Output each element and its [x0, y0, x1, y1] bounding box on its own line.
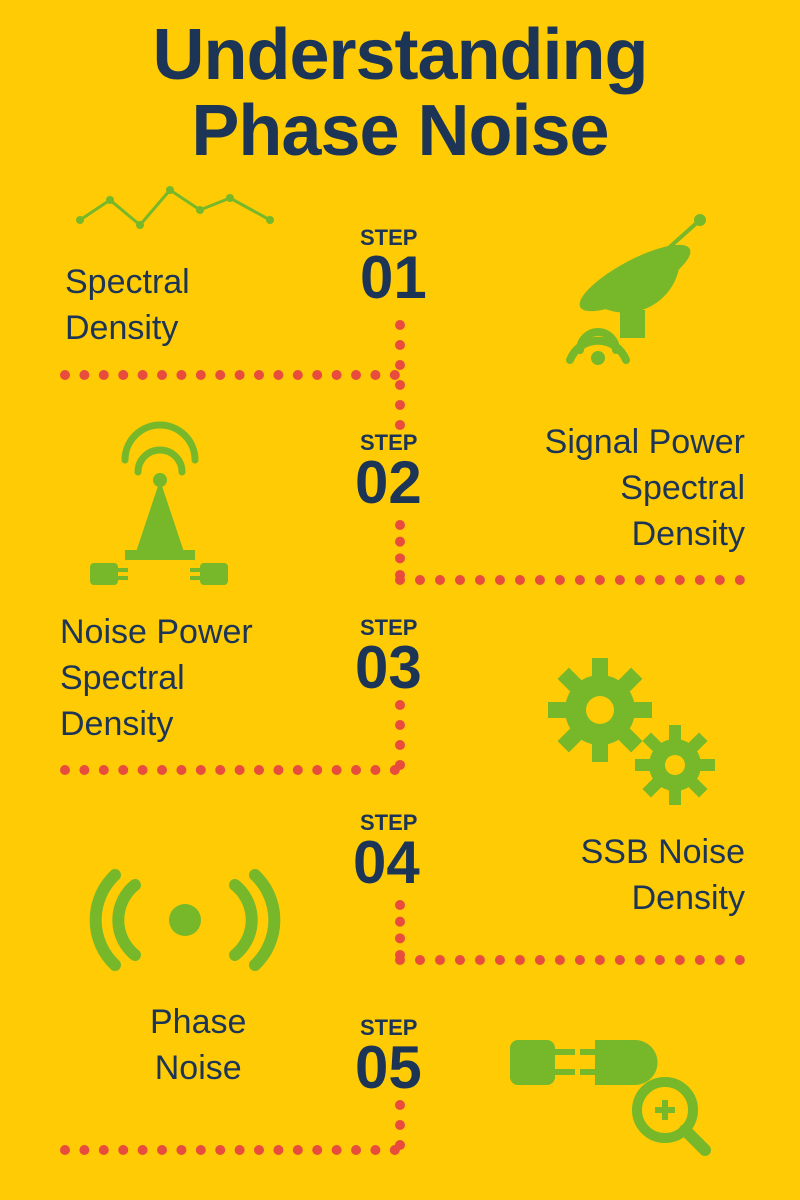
item-label-2: Signal PowerSpectralDensity — [545, 420, 745, 558]
antenna-tower-icon — [80, 420, 250, 590]
connector-v-1 — [395, 320, 405, 430]
item-label-3: Noise PowerSpectralDensity — [60, 610, 253, 748]
title-line-2: Phase Noise — [191, 91, 608, 171]
satellite-dish-icon — [560, 200, 730, 370]
line-chart-icon — [75, 180, 275, 240]
plug-zoom-icon — [500, 1010, 720, 1160]
connector-v-3a — [395, 700, 405, 770]
item-label-1: SpectralDensity — [65, 260, 190, 352]
connector-h-4 — [395, 955, 745, 965]
gears-icon — [530, 650, 730, 820]
connector-h-2 — [395, 575, 745, 585]
connector-v-5a — [395, 1100, 405, 1150]
title-line-1: Understanding — [152, 15, 647, 95]
step-num-3: 03 — [355, 638, 422, 698]
page-title: Understanding Phase Noise — [0, 0, 800, 169]
connector-v-2a — [395, 520, 405, 580]
item-label-4: SSB NoiseDensity — [581, 830, 745, 922]
connector-h-5 — [60, 1145, 400, 1155]
connector-h-1 — [60, 370, 400, 380]
step-num-5: 05 — [355, 1038, 422, 1098]
connector-v-4a — [395, 900, 405, 960]
connector-h-3 — [60, 765, 400, 775]
step-num-2: 02 — [355, 453, 422, 513]
step-num-4: 04 — [353, 833, 420, 893]
signal-waves-icon — [80, 860, 290, 980]
step-num-1: 01 — [360, 248, 427, 308]
item-label-5: PhaseNoise — [150, 1000, 246, 1092]
